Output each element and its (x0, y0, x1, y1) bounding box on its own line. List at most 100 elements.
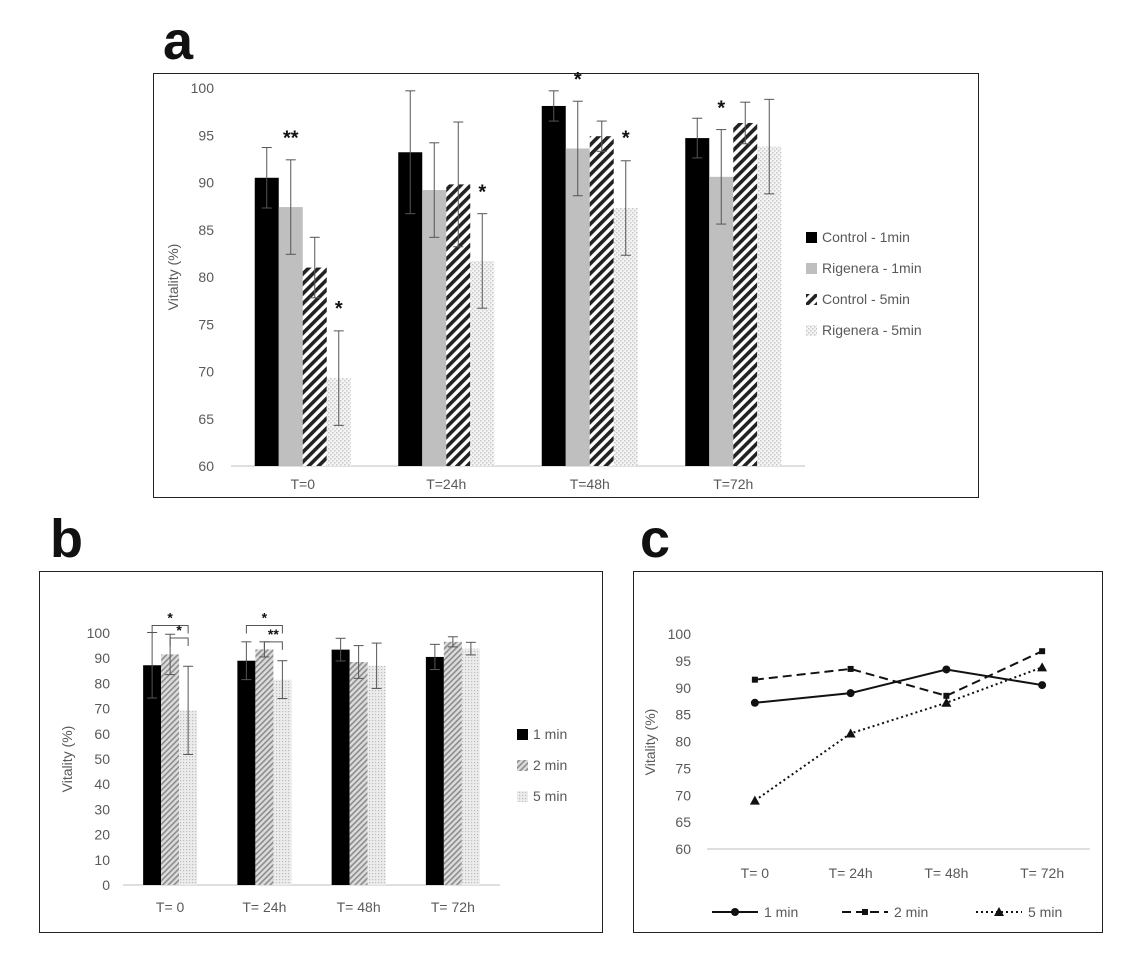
chart-b-category-0: T= 0 (156, 899, 185, 915)
chart-c-ytick-5: 85 (675, 707, 691, 723)
chart-a-annotation-2: * (478, 182, 486, 204)
chart-b-ytick-10: 100 (87, 625, 111, 641)
chart-c-category-2: T= 48h (924, 865, 968, 881)
chart-a-category-1: T=24h (426, 476, 466, 492)
chart-c-ytick-1: 65 (675, 814, 691, 830)
chart-b-ytick-8: 80 (94, 675, 110, 691)
chart-b-bar-s2-c1 (273, 679, 292, 885)
chart-c-ytick-6: 90 (675, 680, 691, 696)
chart-c-point-s1-c2 (943, 692, 950, 699)
chart-c-category-1: T= 24h (829, 865, 873, 881)
chart-a-annotation-1: * (335, 298, 343, 320)
chart-b-bracket-3 (263, 641, 283, 650)
chart-a-annotation-4: * (622, 128, 630, 150)
chart-b-bracket-label-1: * (176, 622, 182, 638)
chart-c-point-s2-c1 (845, 728, 856, 738)
chart-a-legend-label-0: Control - 1min (822, 229, 910, 245)
chart-c-legend-marker-0 (731, 908, 739, 916)
chart-a-ytick-2: 70 (198, 364, 214, 380)
chart-a-legend-swatch-3 (806, 325, 817, 336)
chart-c-frame (633, 571, 1103, 933)
chart-b-bracket-2 (245, 624, 283, 634)
chart-b-legend-swatch-1 (517, 760, 528, 771)
chart-b-ytick-3: 30 (94, 801, 110, 817)
chart-c-line-0 (754, 668, 1043, 704)
chart-b-ytick-0: 0 (102, 877, 110, 893)
chart-a-category-0: T=0 (290, 476, 315, 492)
panel-letter-c: c (640, 509, 671, 569)
chart-c: 60 65 70 75 80 85 90 95 100 Vitality (%) T= 0 T= 24… (642, 626, 1090, 920)
chart-a-ytick-7: 95 (198, 127, 214, 143)
chart-b-legend-swatch-2 (517, 791, 528, 802)
chart-b-bar-s2-c3 (461, 648, 480, 885)
chart-b-ytick-1: 10 (94, 852, 110, 868)
chart-b-bar-s0-c3 (425, 656, 444, 885)
chart-c-ytick-7: 95 (675, 653, 691, 669)
panel-letter-a: a (163, 11, 194, 71)
chart-a-ytick-1: 65 (198, 411, 214, 427)
chart-c-ylabel: Vitality (%) (642, 709, 658, 776)
chart-a-annotation-5: * (717, 97, 725, 119)
chart-a-legend-label-2: Control - 5min (822, 291, 910, 307)
chart-c-legend-label-1: 2 min (894, 904, 928, 920)
chart-a-ytick-3: 75 (198, 316, 214, 332)
chart-c-ytick-4: 80 (675, 734, 691, 750)
chart-a-bar-s0-c0 (254, 177, 279, 466)
chart-a-bar-s0-c2 (541, 105, 566, 466)
chart-c-point-s0-c1 (846, 689, 855, 698)
chart-c-ytick-8: 100 (668, 626, 692, 642)
chart-a-legend-label-3: Rigenera - 5min (822, 322, 922, 338)
chart-b-bracket-label-3: ** (268, 626, 279, 642)
chart-a-ytick-8: 100 (191, 80, 215, 96)
chart-b-ytick-6: 60 (94, 726, 110, 742)
chart-b-ytick-5: 50 (94, 751, 110, 767)
chart-a-category-2: T=48h (570, 476, 610, 492)
chart-b-ytick-4: 40 (94, 776, 110, 792)
chart-b-ylabel: Vitality (%) (59, 726, 75, 793)
chart-c-legend-label-2: 5 min (1028, 904, 1062, 920)
chart-b: 0 10 20 30 40 50 60 70 80 90 100 Vitality (%) T= 0 T=… (59, 609, 567, 915)
chart-b-bar-s0-c1 (237, 660, 256, 885)
chart-c-point-s1-c1 (847, 665, 854, 672)
chart-a-legend-label-1: Rigenera - 1min (822, 260, 922, 276)
chart-b-bracket-label-0: * (167, 609, 173, 625)
chart-a-legend-swatch-2 (806, 294, 817, 305)
chart-a-bar-s3-c3 (757, 146, 782, 466)
chart-c-point-s2-c0 (749, 795, 760, 805)
chart-b-category-3: T= 72h (431, 899, 475, 915)
chart-c-ytick-3: 75 (675, 760, 691, 776)
chart-b-bar-s1-c3 (443, 641, 462, 885)
chart-a-bar-s1-c3 (709, 176, 734, 466)
chart-c-point-s1-c0 (751, 676, 758, 683)
chart-a-annotation-0: ** (283, 128, 299, 150)
chart-c-category-3: T= 72h (1020, 865, 1064, 881)
chart-c-line-1 (754, 650, 1043, 697)
chart-c-ytick-2: 70 (675, 787, 691, 803)
chart-a-category-3: T=72h (713, 476, 753, 492)
panel-letter-b: b (50, 509, 83, 569)
chart-b-frame (39, 571, 603, 933)
chart-c-category-0: T= 0 (741, 865, 770, 881)
chart-b-legend-swatch-0 (517, 729, 528, 740)
chart-b-bar-s0-c0 (143, 665, 162, 885)
chart-a-bar-s2-c2 (589, 136, 614, 466)
chart-c-point-s2-c3 (1037, 662, 1048, 672)
chart-a-ytick-0: 60 (198, 458, 214, 474)
chart-c-ytick-0: 60 (675, 841, 691, 857)
chart-c-line-2 (754, 666, 1043, 802)
chart-c-point-s0-c2 (942, 665, 951, 674)
chart-b-bar-s1-c2 (349, 661, 368, 885)
chart-c-point-s2-c2 (941, 697, 952, 707)
chart-b-category-1: T= 24h (242, 899, 286, 915)
chart-a-bar-s0-c3 (685, 138, 710, 466)
chart-b-legend-label-0: 1 min (533, 726, 567, 742)
chart-a-bar-s2-c0 (302, 267, 327, 466)
chart-a-bar-s2-c3 (733, 122, 758, 466)
chart-b-category-2: T= 48h (337, 899, 381, 915)
chart-c-point-s1-c3 (1039, 648, 1046, 655)
chart-b-legend-label-1: 2 min (533, 757, 567, 773)
chart-c-point-s0-c0 (750, 698, 759, 707)
chart-b-legend-label-2: 5 min (533, 788, 567, 804)
chart-a-legend-swatch-1 (806, 263, 817, 274)
